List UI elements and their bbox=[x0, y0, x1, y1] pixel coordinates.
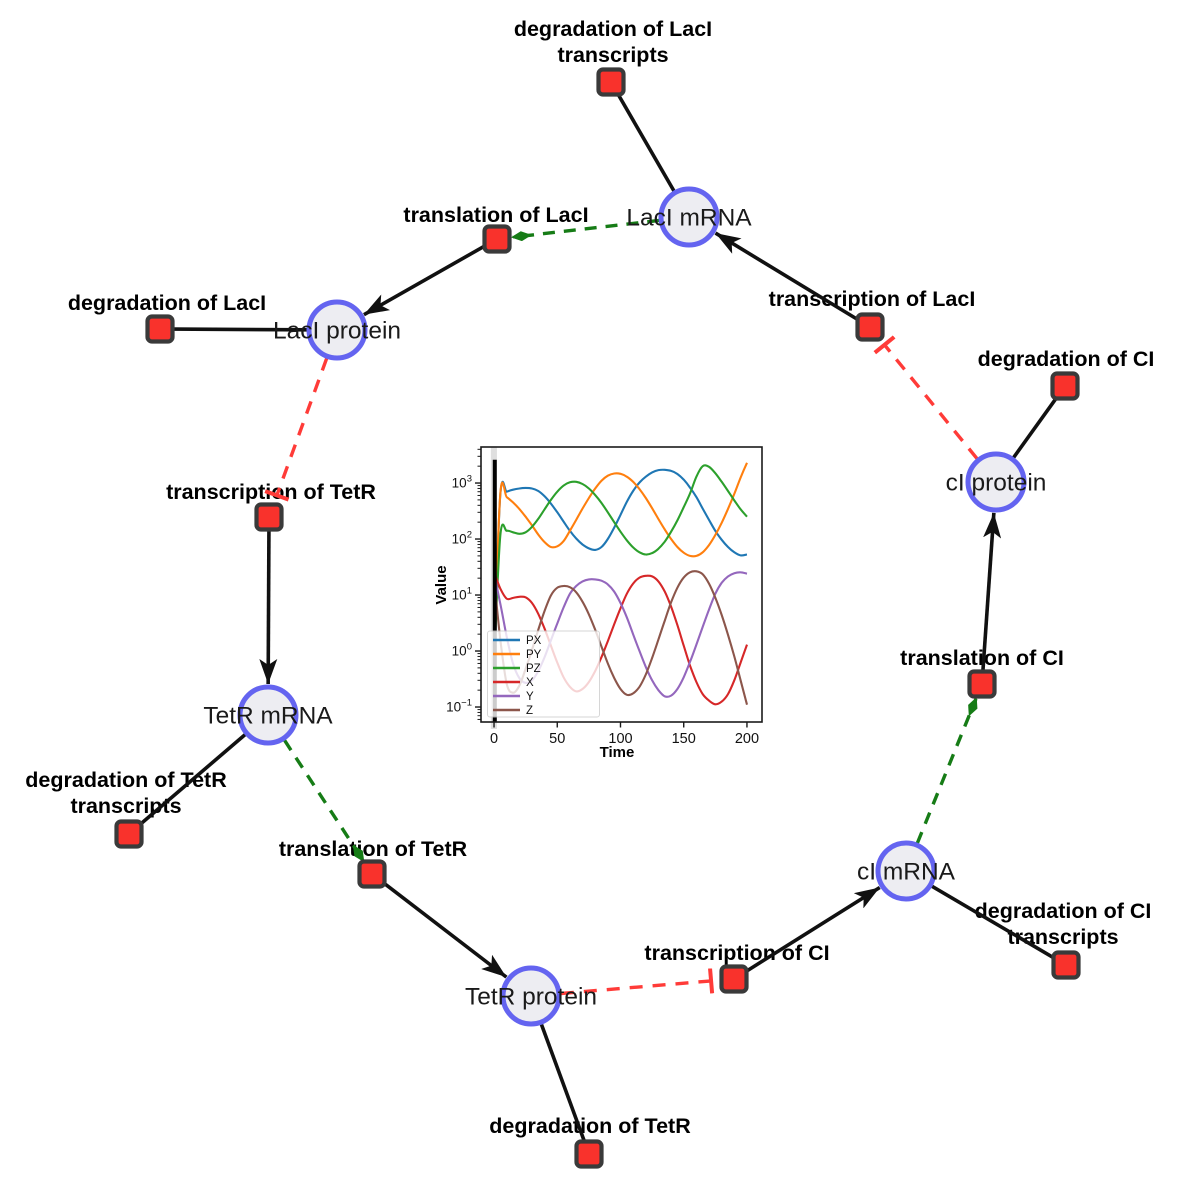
edge-production-tl_ci-ci_protein bbox=[981, 512, 1002, 672]
edge-production-tc_tetr-tetr_mrna bbox=[259, 529, 278, 685]
legend-label-X: X bbox=[526, 677, 534, 689]
chart-x-axis-label: Time bbox=[600, 744, 635, 761]
label-tc_tetr: transcription of TetR bbox=[166, 480, 376, 504]
reaction-node-deg_ci_tx bbox=[1051, 950, 1081, 980]
legend-label-Y: Y bbox=[526, 691, 534, 703]
label-tc_ci: transcription of CI bbox=[644, 941, 829, 965]
y-tick-label-1e0: 100 bbox=[452, 642, 472, 659]
reaction-node-deg_laci bbox=[145, 314, 175, 344]
x-tick-label-0: 0 bbox=[490, 731, 498, 747]
edge-inhibition-laci_protein-tc_tetr bbox=[264, 357, 329, 502]
edge-consumption-laci_mrna-deg_laci_tx bbox=[615, 92, 676, 192]
y-tick-label-1e2: 102 bbox=[452, 530, 472, 547]
species-labels-layer: LacI mRNA LacI protein TetR mRNA TetR prote… bbox=[203, 205, 1046, 1011]
y-tick-label-1e-1: 10−1 bbox=[446, 698, 472, 715]
reaction-node-tc_tetr bbox=[254, 502, 284, 532]
reaction-node-tl_laci bbox=[482, 224, 512, 254]
label-deg_laci_tx: degradation of LacI transcripts bbox=[514, 17, 712, 67]
x-tick-label-200: 200 bbox=[735, 731, 759, 747]
label-deg_ci: degradation of CI bbox=[978, 347, 1155, 371]
edge-inhibition-ci_protein-tc_laci bbox=[873, 335, 979, 460]
reaction-node-deg_tetr_tx bbox=[114, 819, 144, 849]
edge-consumption-tetr_mrna-deg_tetr_tx bbox=[137, 733, 247, 827]
legend-label-Z: Z bbox=[526, 705, 533, 717]
edge-consumption-ci_protein-deg_ci bbox=[1012, 395, 1059, 459]
label-tetr_protein: TetR protein bbox=[465, 984, 597, 1011]
label-laci_protein: LacI protein bbox=[273, 318, 401, 345]
legend-label-PY: PY bbox=[526, 649, 542, 661]
label-tc_laci: transcription of LacI bbox=[769, 287, 976, 311]
legend: PX PY PZ XYZ bbox=[487, 630, 600, 718]
reaction-node-deg_laci_tx bbox=[596, 67, 626, 97]
species-node-ci_mrna bbox=[875, 840, 937, 902]
label-ci_protein: cI protein bbox=[946, 470, 1047, 497]
legend-label-PZ: PZ bbox=[526, 663, 541, 675]
label-deg_ci_tx: degradation of CI transcripts bbox=[975, 899, 1152, 949]
y-tick-label-1e3: 103 bbox=[452, 474, 472, 491]
reaction-node-tl_tetr bbox=[357, 859, 387, 889]
edge-production-tl_laci-laci_protein bbox=[363, 243, 487, 317]
legend-label-PX: PX bbox=[526, 635, 542, 647]
label-ci_mrna: cI mRNA bbox=[857, 859, 956, 886]
series-line-PZ bbox=[492, 464, 748, 664]
series-line-PY bbox=[492, 462, 748, 657]
series-line-X bbox=[493, 571, 748, 706]
species-node-laci_mrna bbox=[658, 186, 720, 248]
edge-production-tc_ci-ci_mrna bbox=[744, 885, 881, 974]
label-laci_mrna: LacI mRNA bbox=[626, 205, 752, 232]
label-deg_laci: degradation of LacI bbox=[68, 291, 266, 315]
reaction-labels-layer: degradation of LacI transcripts translatio… bbox=[25, 17, 1154, 1138]
chart-plot-area bbox=[480, 446, 763, 723]
edge-inhibition-tetr_protein-tc_ci bbox=[560, 968, 715, 996]
reaction-node-deg_ci bbox=[1050, 371, 1080, 401]
reaction-node-tl_ci bbox=[967, 669, 997, 699]
chart-y-axis-label: Value bbox=[433, 565, 450, 604]
x-tick-label-100: 100 bbox=[608, 731, 632, 747]
edge-consumption-tetr_protein-deg_tetr bbox=[539, 1023, 587, 1143]
reaction-node-tc_ci bbox=[719, 964, 749, 994]
edge-consumption-laci_protein-deg_laci bbox=[172, 327, 308, 332]
species-node-tetr_protein bbox=[500, 965, 562, 1027]
edge-modifier-laci_mrna-tl_laci bbox=[510, 218, 660, 242]
edge-modifier-ci_mrna-tl_ci bbox=[915, 696, 978, 844]
species-node-tetr_mrna bbox=[237, 684, 299, 746]
nodes-layer bbox=[114, 67, 1081, 1169]
edge-consumption-ci_mrna-deg_ci_tx bbox=[930, 884, 1056, 960]
x-tick-label-50: 50 bbox=[549, 731, 565, 747]
reaction-node-tc_laci bbox=[855, 312, 885, 342]
legend-box bbox=[487, 630, 600, 718]
x-tick-label-150: 150 bbox=[672, 731, 696, 747]
edge-production-tc_laci-laci_mrna bbox=[714, 231, 860, 322]
species-node-laci_protein bbox=[306, 299, 368, 361]
edge-production-tl_tetr-tetr_protein bbox=[381, 880, 508, 979]
edge-modifier-tetr_mrna-tl_tetr bbox=[282, 739, 365, 863]
label-tl_tetr: translation of TetR bbox=[279, 837, 468, 861]
inset-chart: 0 50 100 150 200 10−1 100 101 102 103 PX PY PZ XYZ Ti… bbox=[433, 446, 763, 761]
label-tetr_mrna: TetR mRNA bbox=[203, 703, 333, 730]
label-tl_laci: translation of LacI bbox=[403, 203, 588, 227]
reaction-node-deg_tetr bbox=[574, 1139, 604, 1169]
series-line-PX bbox=[492, 468, 748, 657]
label-deg_tetr: degradation of TetR bbox=[489, 1114, 691, 1138]
edges-layer bbox=[137, 92, 1059, 1143]
y-tick-label-1e1: 101 bbox=[452, 586, 472, 603]
species-node-ci_protein bbox=[965, 451, 1027, 513]
